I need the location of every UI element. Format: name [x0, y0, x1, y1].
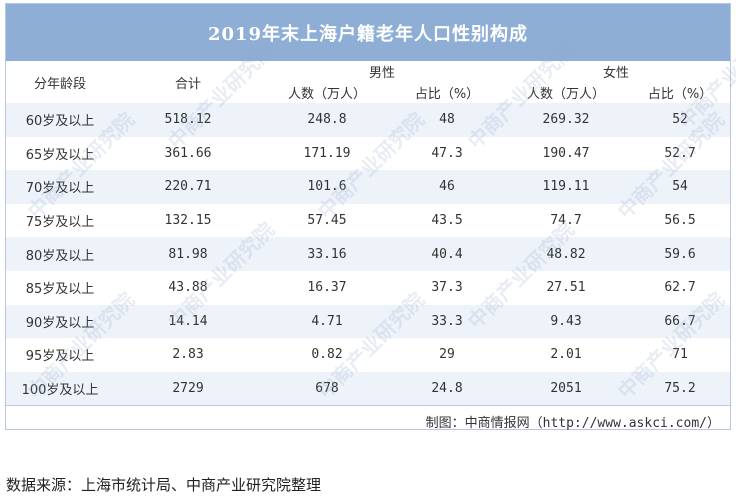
data-table: 分年龄段 合计 男性 女性 人数（万人） 占比（%） 人数（万人） 占比（%） … [6, 61, 731, 406]
cell-age: 90岁及以上 [6, 304, 114, 339]
cell-age: 70岁及以上 [6, 170, 114, 204]
credit-url: （http://www.askci.com/） [529, 415, 720, 431]
cell-total: 220.71 [114, 170, 262, 204]
title-bar: 2019年末上海户籍老年人口性别构成 [6, 4, 730, 61]
cell-f-ratio: 62.7 [630, 270, 731, 305]
table-row: 60岁及以上 518.12 248.8 48 269.32 52 [6, 103, 731, 137]
cell-m-ratio: 46 [392, 170, 503, 204]
cell-age: 75岁及以上 [6, 203, 114, 238]
cell-total: 361.66 [114, 136, 262, 171]
header-male-ratio: 占比（%） [414, 86, 480, 102]
header-female: 女性 [603, 66, 630, 81]
cell-total: 81.98 [114, 237, 262, 271]
cell-m-ratio: 24.8 [392, 371, 503, 406]
cell-m-count: 57.45 [262, 203, 392, 238]
cell-age: 80岁及以上 [6, 237, 114, 271]
cell-age: 85岁及以上 [6, 270, 114, 305]
header-male: 男性 [369, 66, 396, 81]
cell-m-ratio: 33.3 [392, 304, 503, 339]
header-total: 合计 [174, 76, 201, 92]
cell-m-count: 4.71 [262, 304, 392, 339]
table-row: 70岁及以上 220.71 101.6 46 119.11 54 [6, 170, 731, 204]
table-title: 2019年末上海户籍老年人口性别构成 [207, 23, 529, 45]
cell-total: 132.15 [114, 203, 262, 238]
cell-m-count: 171.19 [262, 136, 392, 171]
header-female-ratio: 占比（%） [647, 86, 713, 102]
cell-m-count: 248.8 [262, 103, 392, 137]
cell-m-ratio: 29 [392, 338, 503, 372]
cell-m-ratio: 43.5 [392, 203, 503, 238]
table-row: 65岁及以上 361.66 171.19 47.3 190.47 52.7 [6, 136, 731, 171]
cell-f-ratio: 52.7 [630, 136, 731, 171]
cell-total: 14.14 [114, 304, 262, 339]
cell-age: 95岁及以上 [6, 338, 114, 372]
cell-f-ratio: 71 [630, 338, 731, 372]
cell-age: 65岁及以上 [6, 136, 114, 171]
header-male-count: 人数（万人） [287, 86, 366, 102]
cell-m-ratio: 47.3 [392, 136, 503, 171]
cell-f-count: 119.11 [502, 170, 631, 204]
cell-m-count: 33.16 [262, 237, 392, 271]
cell-f-count: 2051 [502, 371, 631, 406]
cell-total: 2729 [114, 371, 262, 406]
cell-f-ratio: 66.7 [630, 304, 731, 339]
cell-f-ratio: 52 [630, 103, 731, 137]
cell-m-count: 101.6 [262, 170, 392, 204]
cell-total: 2.83 [114, 338, 262, 372]
cell-age: 60岁及以上 [6, 103, 114, 137]
cell-m-count: 16.37 [262, 270, 392, 305]
table-row: 80岁及以上 81.98 33.16 40.4 48.82 59.6 [6, 237, 731, 271]
cell-f-ratio: 59.6 [630, 237, 731, 271]
table-row: 95岁及以上 2.83 0.82 29 2.01 71 [6, 338, 731, 372]
header-age: 分年龄段 [33, 76, 86, 92]
cell-f-count: 74.7 [502, 203, 631, 238]
header-female-count: 人数（万人） [527, 86, 606, 102]
cell-f-count: 27.51 [502, 270, 631, 305]
cell-f-ratio: 75.2 [630, 371, 731, 406]
cell-m-ratio: 37.3 [392, 270, 503, 305]
cell-f-count: 9.43 [502, 304, 631, 339]
table-row: 100岁及以上 2729 678 24.8 2051 75.2 [6, 371, 731, 406]
credit-line: 制图：中商情报网 （http://www.askci.com/） [6, 405, 730, 436]
table-row: 75岁及以上 132.15 57.45 43.5 74.7 56.5 [6, 203, 731, 238]
cell-f-count: 48.82 [502, 237, 631, 271]
cell-m-count: 0.82 [262, 338, 392, 372]
cell-f-ratio: 54 [630, 170, 731, 204]
cell-m-ratio: 40.4 [392, 237, 503, 271]
cell-total: 43.88 [114, 270, 262, 305]
cell-f-count: 269.32 [502, 103, 631, 137]
cell-total: 518.12 [114, 103, 262, 137]
credit-prefix: 制图：中商情报网 [425, 415, 530, 431]
cell-m-ratio: 48 [392, 103, 503, 137]
cell-f-count: 2.01 [502, 338, 631, 372]
table-card: 2019年末上海户籍老年人口性别构成 分年龄段 合计 男性 女性 人数（万人） … [5, 3, 731, 431]
cell-f-count: 190.47 [502, 136, 631, 171]
cell-f-ratio: 56.5 [630, 203, 731, 238]
data-source-note: 数据来源：上海市统计局、中商产业研究院整理 [6, 476, 322, 494]
cell-m-count: 678 [262, 371, 392, 406]
table-row: 85岁及以上 43.88 16.37 37.3 27.51 62.7 [6, 270, 731, 305]
cell-age: 100岁及以上 [6, 371, 114, 406]
table-row: 90岁及以上 14.14 4.71 33.3 9.43 66.7 [6, 304, 731, 339]
